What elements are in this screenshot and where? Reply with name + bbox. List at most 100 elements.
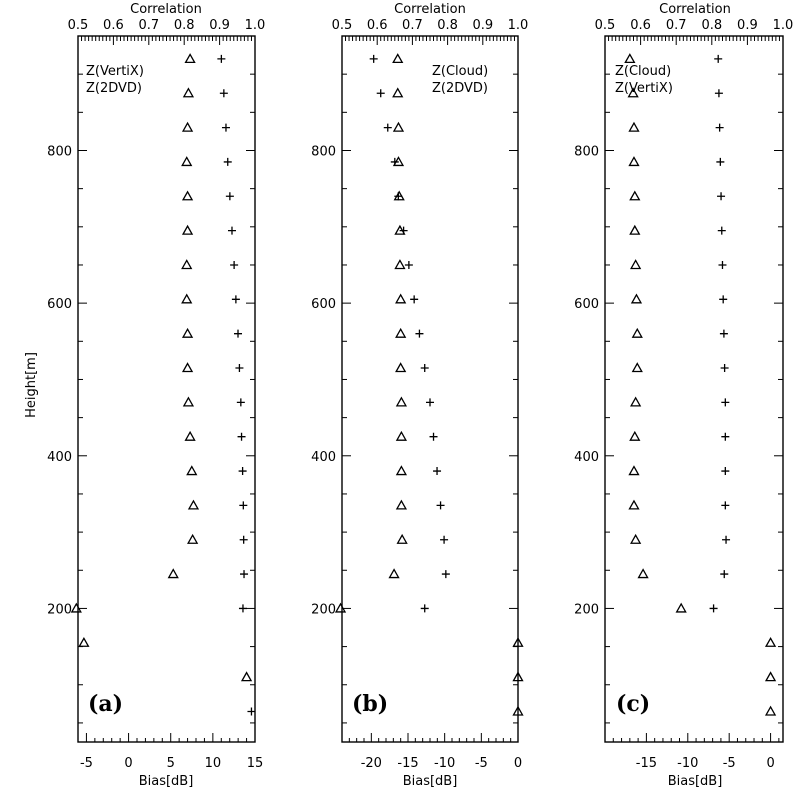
- panel-c-correlation-point: [720, 364, 729, 373]
- panel-b-bias-point: [396, 533, 408, 544]
- panel-b-correlation-point: [404, 260, 413, 269]
- panel-b-bias-point: [395, 430, 408, 441]
- panel-a-x2-tick-label: 0.5: [68, 18, 89, 33]
- panel-c-bias-point: [630, 259, 642, 270]
- panel-a-correlation-point: [231, 295, 240, 304]
- panel-a-bias-point: [78, 636, 90, 647]
- panel-c-bias-point: [764, 705, 777, 716]
- panel-a-correlation-point: [227, 226, 236, 235]
- panel-b-x2-tick-label: 0.7: [402, 18, 423, 33]
- panel-c-correlation-point: [722, 535, 731, 544]
- panel-a-bias-point: [182, 87, 195, 98]
- panel-c-bias-point: [764, 636, 777, 647]
- panel-b-x-tick-label: -10: [434, 756, 455, 771]
- panel-c-correlation-point: [719, 295, 728, 304]
- panel-a-x2-tick-label: 0.7: [138, 18, 159, 33]
- panel-a-legend-1: Z(VertiX): [86, 64, 144, 79]
- panel-b-x-label: Bias[dB]: [403, 774, 458, 789]
- panel-a-y-tick-label: 600: [47, 297, 72, 312]
- panel-a: Correlation Bias[dB] Height[m] Z(VertiX)…: [24, 2, 265, 789]
- panel-a-correlation-point: [238, 467, 247, 476]
- panel-c-bias-point: [637, 568, 649, 579]
- panel-a-bias-point: [181, 156, 193, 167]
- panel-b-frame: [341, 35, 519, 743]
- panel-c-bias-point: [628, 156, 640, 167]
- panel-a-bias-point: [181, 327, 194, 338]
- panel-a-bias-point: [181, 259, 193, 270]
- panel-c-x2-tick-label: 0.6: [630, 18, 651, 33]
- panel-c-bias-point: [630, 396, 642, 407]
- panel-c-correlation-point: [719, 329, 728, 338]
- panel-b-correlation-point: [383, 123, 392, 132]
- panel-b-y-tick-label: 200: [311, 602, 336, 617]
- panel-a-x2-tick-label: 1.0: [245, 18, 266, 33]
- panel-b-x2-tick-label: 0.5: [332, 18, 353, 33]
- panel-c-correlation-point: [721, 467, 730, 476]
- panel-b-y-tick-label: 600: [311, 297, 336, 312]
- panel-b-bias-point: [388, 568, 400, 579]
- panel-a-correlation-point: [235, 364, 244, 373]
- panel-b-x2-label: Correlation: [394, 2, 466, 17]
- panel-c-bias-point: [630, 293, 643, 304]
- panel-a-correlation-point: [239, 501, 248, 510]
- panel-c-x-tick-label: -10: [677, 756, 698, 771]
- panel-b-bias-point: [334, 602, 347, 613]
- panel-c-label: (c): [616, 691, 650, 717]
- panel-b-correlation-point: [369, 54, 378, 63]
- panel-a-x-tick-label: 15: [247, 756, 264, 771]
- panel-b-correlation-point: [390, 157, 399, 166]
- panel-c-x-tick-label: -5: [723, 756, 736, 771]
- panel-b-bias-point: [392, 53, 404, 64]
- panel-a-x2-tick-label: 0.6: [103, 18, 124, 33]
- panel-a-bias-point: [70, 602, 82, 613]
- panel-c-correlation-point: [720, 570, 729, 579]
- panel-b-correlation-point: [429, 432, 438, 441]
- panel-c-legend-1: Z(Cloud): [615, 64, 671, 79]
- panel-b-legend-2: Z(2DVD): [432, 81, 488, 96]
- panel-c-correlation-point: [721, 432, 730, 441]
- panel-b-x-tick-label: 0: [514, 756, 522, 771]
- panel-c-x2-tick-label: 1.0: [773, 18, 794, 33]
- panel-b-x-tick-label: -15: [397, 756, 418, 771]
- panel-a-x-tick-label: 10: [205, 756, 222, 771]
- panel-b-correlation-point: [410, 295, 419, 304]
- panel-a-bias-point: [184, 430, 196, 441]
- panel-a-x-tick-label: 0: [124, 756, 132, 771]
- panel-b-x2-tick-label: 1.0: [508, 18, 529, 33]
- panel-a-correlation-point: [225, 192, 234, 201]
- panel-a-correlation-point: [230, 260, 239, 269]
- panel-c-x-tick-label: 0: [766, 756, 774, 771]
- panel-a-x-tick-label: -5: [80, 756, 93, 771]
- panel-c-x2-tick-label: 0.9: [737, 18, 758, 33]
- panel-b-bias-point: [512, 705, 524, 716]
- panel-c-correlation-point: [709, 604, 718, 613]
- panel-a-frame: [77, 35, 256, 743]
- panel-c-bias-point: [629, 430, 641, 441]
- panel-c-correlation-point: [721, 501, 730, 510]
- panel-a-x2-label: Correlation: [130, 2, 202, 17]
- panel-c-x2-tick-label: 0.5: [595, 18, 616, 33]
- panel-c-frame: [604, 35, 784, 743]
- panel-c-x2-tick-label: 0.8: [701, 18, 722, 33]
- panel-a-bias-point: [167, 568, 179, 579]
- panel-a-bias-point: [181, 224, 194, 235]
- panel-c-correlation-point: [721, 398, 730, 407]
- panel-c-bias-point: [629, 224, 641, 235]
- panel-a-correlation-point: [219, 89, 228, 98]
- panel-b-x2-tick-label: 0.9: [472, 18, 493, 33]
- panel-c-bias-point: [630, 533, 642, 544]
- panel-a-x2-tick-label: 0.9: [209, 18, 230, 33]
- panel-b-correlation-point: [440, 535, 449, 544]
- panel-b-bias-point: [395, 327, 407, 338]
- panel-a-correlation-point: [236, 398, 245, 407]
- panel-a-correlation-point: [239, 535, 248, 544]
- panel-a-correlation-point: [217, 54, 226, 63]
- panel-b-correlation-point: [376, 89, 385, 98]
- panel-a-bias-point: [187, 533, 199, 544]
- panel-b: Correlation Bias[dB] Z(Cloud) Z(2DVD) (b…: [311, 2, 528, 789]
- panel-b-correlation-point: [399, 226, 408, 235]
- panel-a-bias-point: [240, 671, 253, 682]
- panel-a-correlation-point: [247, 707, 256, 716]
- panel-b-correlation-point: [394, 192, 403, 201]
- panel-a-x-label: Bias[dB]: [139, 774, 194, 789]
